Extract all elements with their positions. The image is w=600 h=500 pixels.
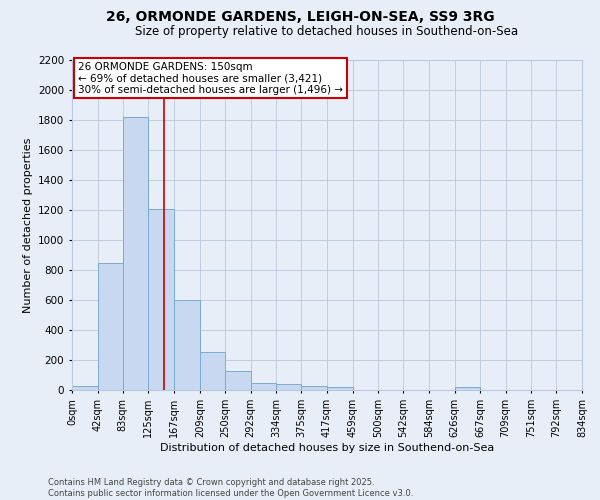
Bar <box>225 371 251 390</box>
Bar <box>251 382 276 390</box>
Text: 26, ORMONDE GARDENS, LEIGH-ON-SEA, SS9 3RG: 26, ORMONDE GARDENS, LEIGH-ON-SEA, SS9 3… <box>106 10 494 24</box>
Bar <box>72 386 98 390</box>
Bar <box>455 386 480 390</box>
Bar <box>123 117 148 390</box>
Bar <box>301 386 327 390</box>
Text: 26 ORMONDE GARDENS: 150sqm
← 69% of detached houses are smaller (3,421)
30% of s: 26 ORMONDE GARDENS: 150sqm ← 69% of deta… <box>78 62 343 94</box>
Bar <box>148 208 174 390</box>
Bar <box>98 263 123 390</box>
Text: Contains HM Land Registry data © Crown copyright and database right 2025.
Contai: Contains HM Land Registry data © Crown c… <box>48 478 413 498</box>
Y-axis label: Number of detached properties: Number of detached properties <box>23 138 32 312</box>
Bar <box>174 300 200 390</box>
Bar <box>327 386 353 390</box>
Bar <box>200 352 225 390</box>
Bar <box>276 384 301 390</box>
X-axis label: Distribution of detached houses by size in Southend-on-Sea: Distribution of detached houses by size … <box>160 442 494 452</box>
Title: Size of property relative to detached houses in Southend-on-Sea: Size of property relative to detached ho… <box>136 25 518 38</box>
